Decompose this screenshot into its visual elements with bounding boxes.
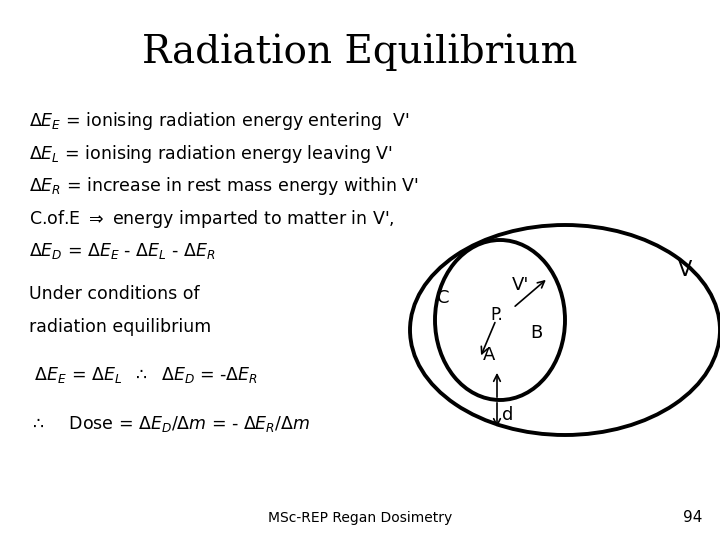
Text: V: V	[678, 260, 692, 280]
Text: V': V'	[513, 276, 530, 294]
Text: radiation equilibrium: radiation equilibrium	[29, 318, 211, 336]
Text: 94: 94	[683, 510, 702, 525]
Text: C: C	[437, 289, 449, 307]
Text: $\Delta E_L$ = ionising radiation energy leaving V': $\Delta E_L$ = ionising radiation energy…	[29, 143, 392, 165]
Text: A: A	[483, 346, 495, 364]
Text: Under conditions of: Under conditions of	[29, 285, 199, 303]
Text: C.of.E $\Rightarrow$ energy imparted to matter in V',: C.of.E $\Rightarrow$ energy imparted to …	[29, 208, 395, 230]
Text: d: d	[503, 406, 513, 424]
Text: $\Delta E_E$ = $\Delta E_L$  $\therefore$  $\Delta E_D$ = -$\Delta E_R$: $\Delta E_E$ = $\Delta E_L$ $\therefore$…	[29, 365, 258, 386]
Text: Radiation Equilibrium: Radiation Equilibrium	[143, 33, 577, 71]
Text: P.: P.	[490, 306, 503, 324]
Text: B: B	[530, 324, 542, 342]
Text: $\Delta E_D$ = $\Delta E_E$ - $\Delta E_L$ - $\Delta E_R$: $\Delta E_D$ = $\Delta E_E$ - $\Delta E_…	[29, 241, 215, 261]
Text: $\Delta E_R$ = increase in rest mass energy within V': $\Delta E_R$ = increase in rest mass ene…	[29, 176, 419, 197]
Text: MSc-REP Regan Dosimetry: MSc-REP Regan Dosimetry	[268, 511, 452, 525]
Text: $\Delta E_E$ = ionising radiation energy entering  V': $\Delta E_E$ = ionising radiation energy…	[29, 111, 409, 132]
Text: $\therefore$    Dose = $\Delta E_D$/$\Delta m$ = - $\Delta E_R$/$\Delta m$: $\therefore$ Dose = $\Delta E_D$/$\Delta…	[29, 414, 310, 434]
